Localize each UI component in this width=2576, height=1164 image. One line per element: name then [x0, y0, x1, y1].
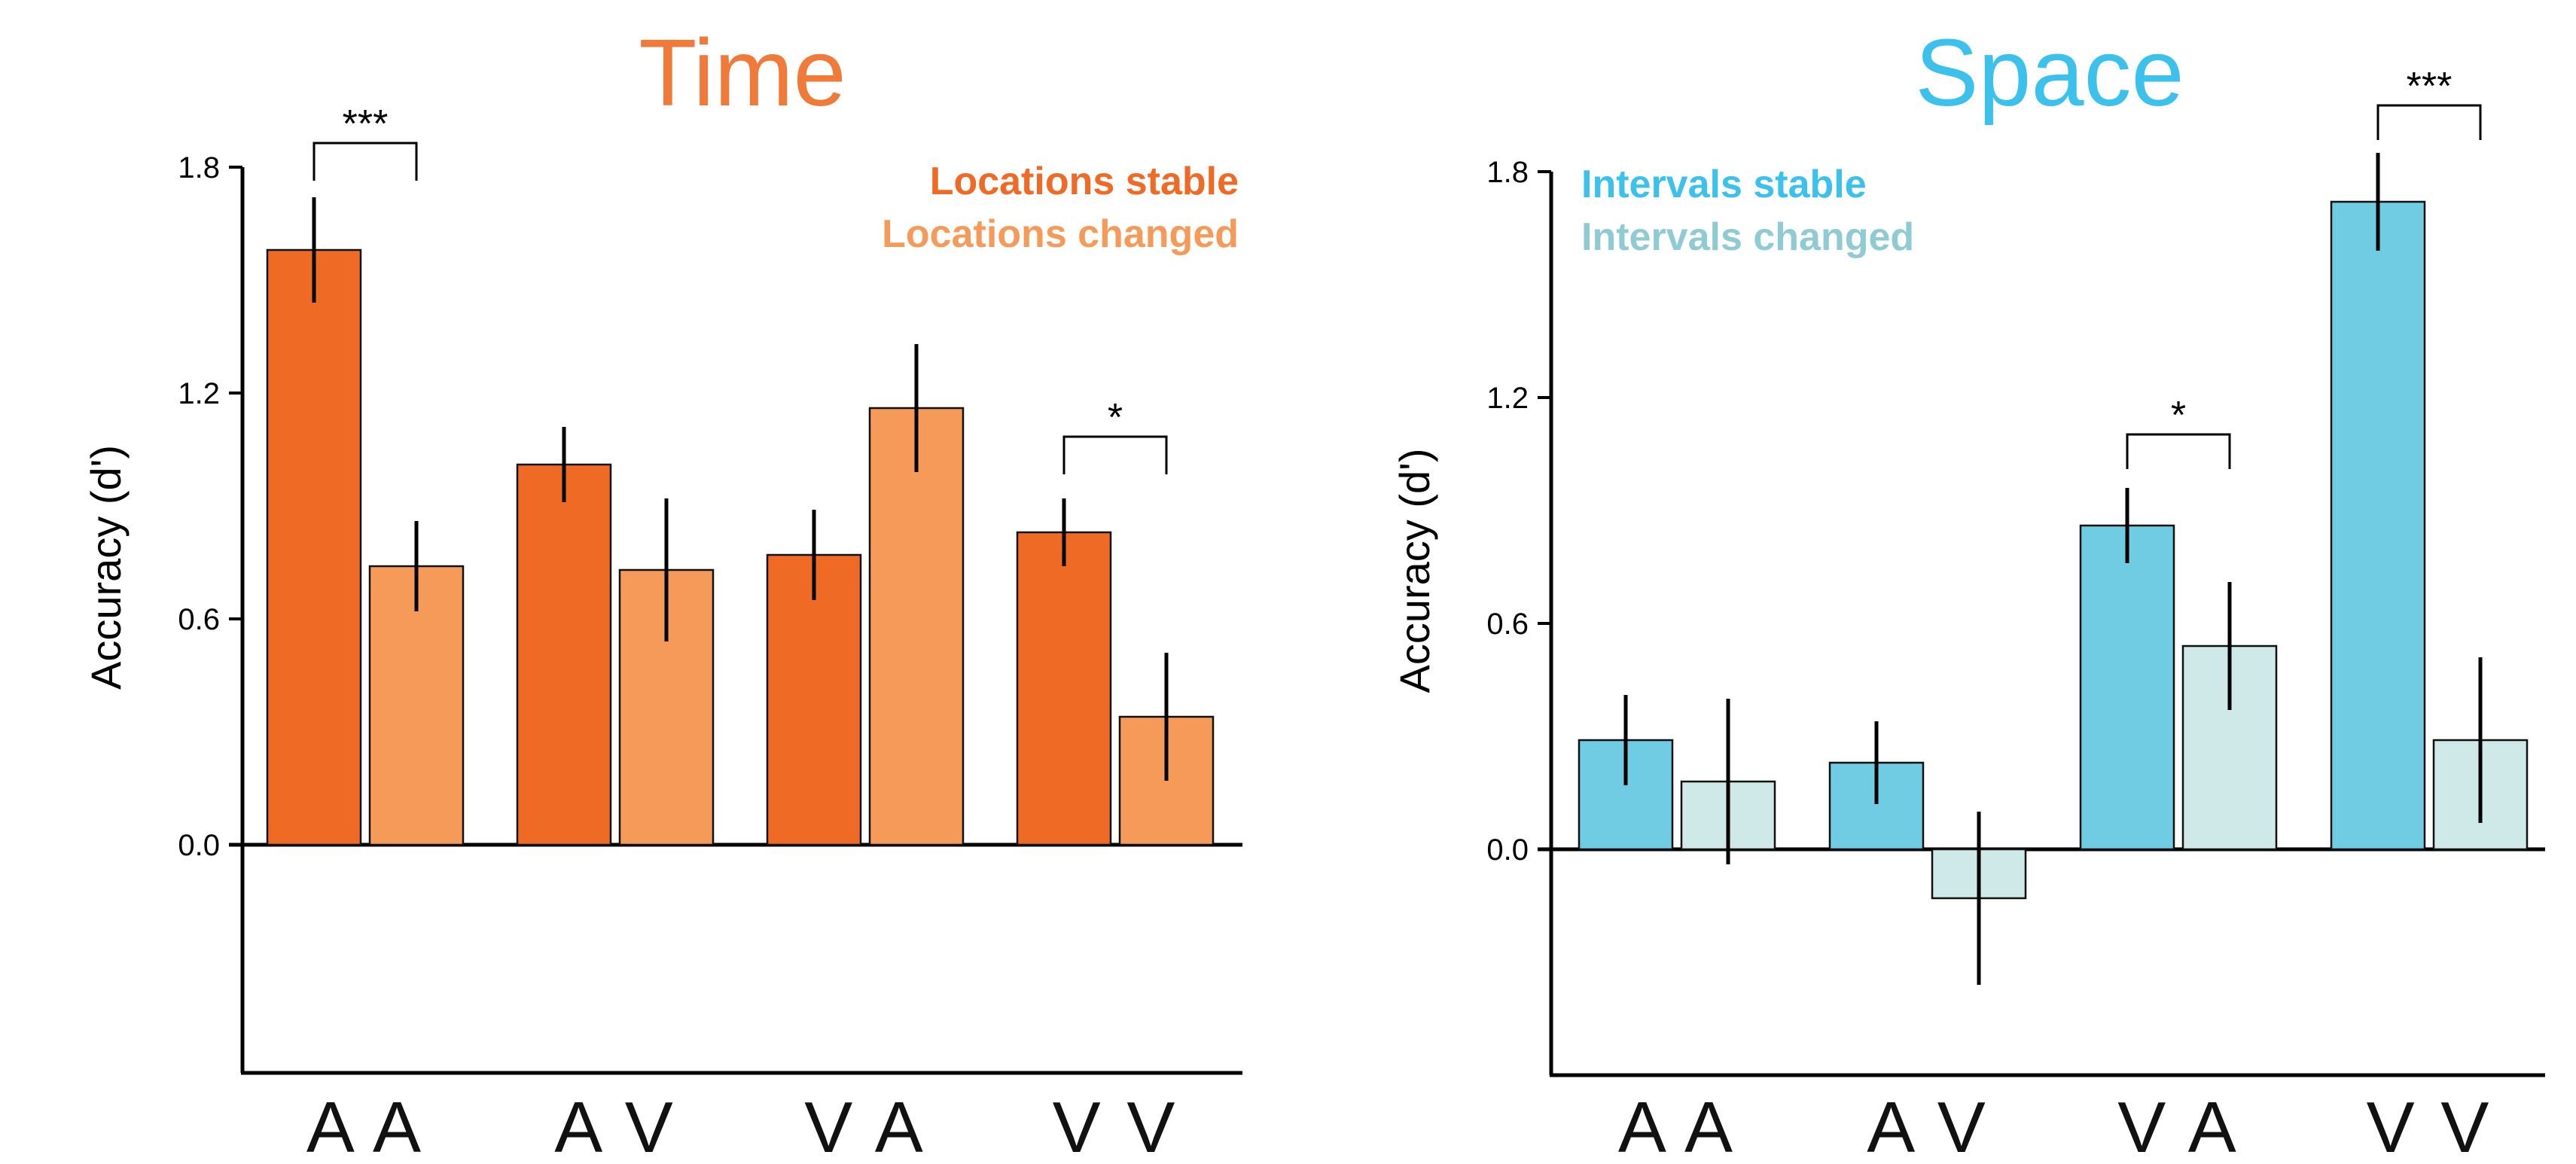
- bar-stable: [2079, 524, 2175, 851]
- x-category-label: A V: [554, 1087, 675, 1160]
- y-axis-label: Accuracy (d'): [82, 445, 130, 690]
- significance-marker: *: [1108, 396, 1123, 440]
- y-tick-label: 1.8: [1486, 156, 1529, 189]
- chart-title: Time: [639, 20, 846, 126]
- significance-marker: *: [2171, 394, 2186, 437]
- significance-bracket: [2126, 433, 2231, 469]
- legend-entry: Intervals stable: [1581, 163, 1867, 206]
- bar-stable: [516, 463, 612, 846]
- significance-marker: ***: [2407, 65, 2453, 108]
- bar-stable: [2330, 200, 2426, 851]
- bar-stable: [266, 248, 362, 846]
- y-tick-label: 1.8: [178, 151, 220, 184]
- legend-entry: Intervals changed: [1581, 215, 1914, 259]
- x-category-label: A A: [306, 1087, 424, 1160]
- significance-bracket: [1062, 435, 1168, 474]
- y-tick-label: 1.2: [178, 377, 220, 410]
- x-category-label: V V: [1053, 1087, 1178, 1160]
- y-axis-label: Accuracy (d'): [1391, 449, 1438, 693]
- y-tick-label: 0.6: [1486, 608, 1529, 641]
- y-tick-label: 0.6: [178, 603, 220, 636]
- legend-entry: Locations changed: [882, 212, 1239, 256]
- x-category-label: A A: [1618, 1087, 1736, 1160]
- bar-stable: [1016, 531, 1112, 846]
- x-category-label: V V: [2367, 1087, 2492, 1160]
- y-tick-label: 0.0: [1486, 833, 1529, 867]
- bar-changed: [368, 565, 465, 846]
- significance-marker: ***: [343, 102, 389, 146]
- chart-title: Space: [1915, 20, 2184, 126]
- x-category-label: V A: [2117, 1087, 2239, 1160]
- bar-stable: [766, 553, 862, 846]
- significance-bracket: [312, 142, 418, 181]
- y-tick-label: 1.2: [1486, 382, 1529, 415]
- x-category-label: A V: [1867, 1087, 1988, 1160]
- legend-entry: Locations stable: [930, 160, 1239, 203]
- y-tick-label: 0.0: [178, 829, 220, 862]
- significance-bracket: [2376, 104, 2482, 140]
- x-category-label: V A: [804, 1087, 925, 1160]
- bar-changed: [868, 407, 965, 846]
